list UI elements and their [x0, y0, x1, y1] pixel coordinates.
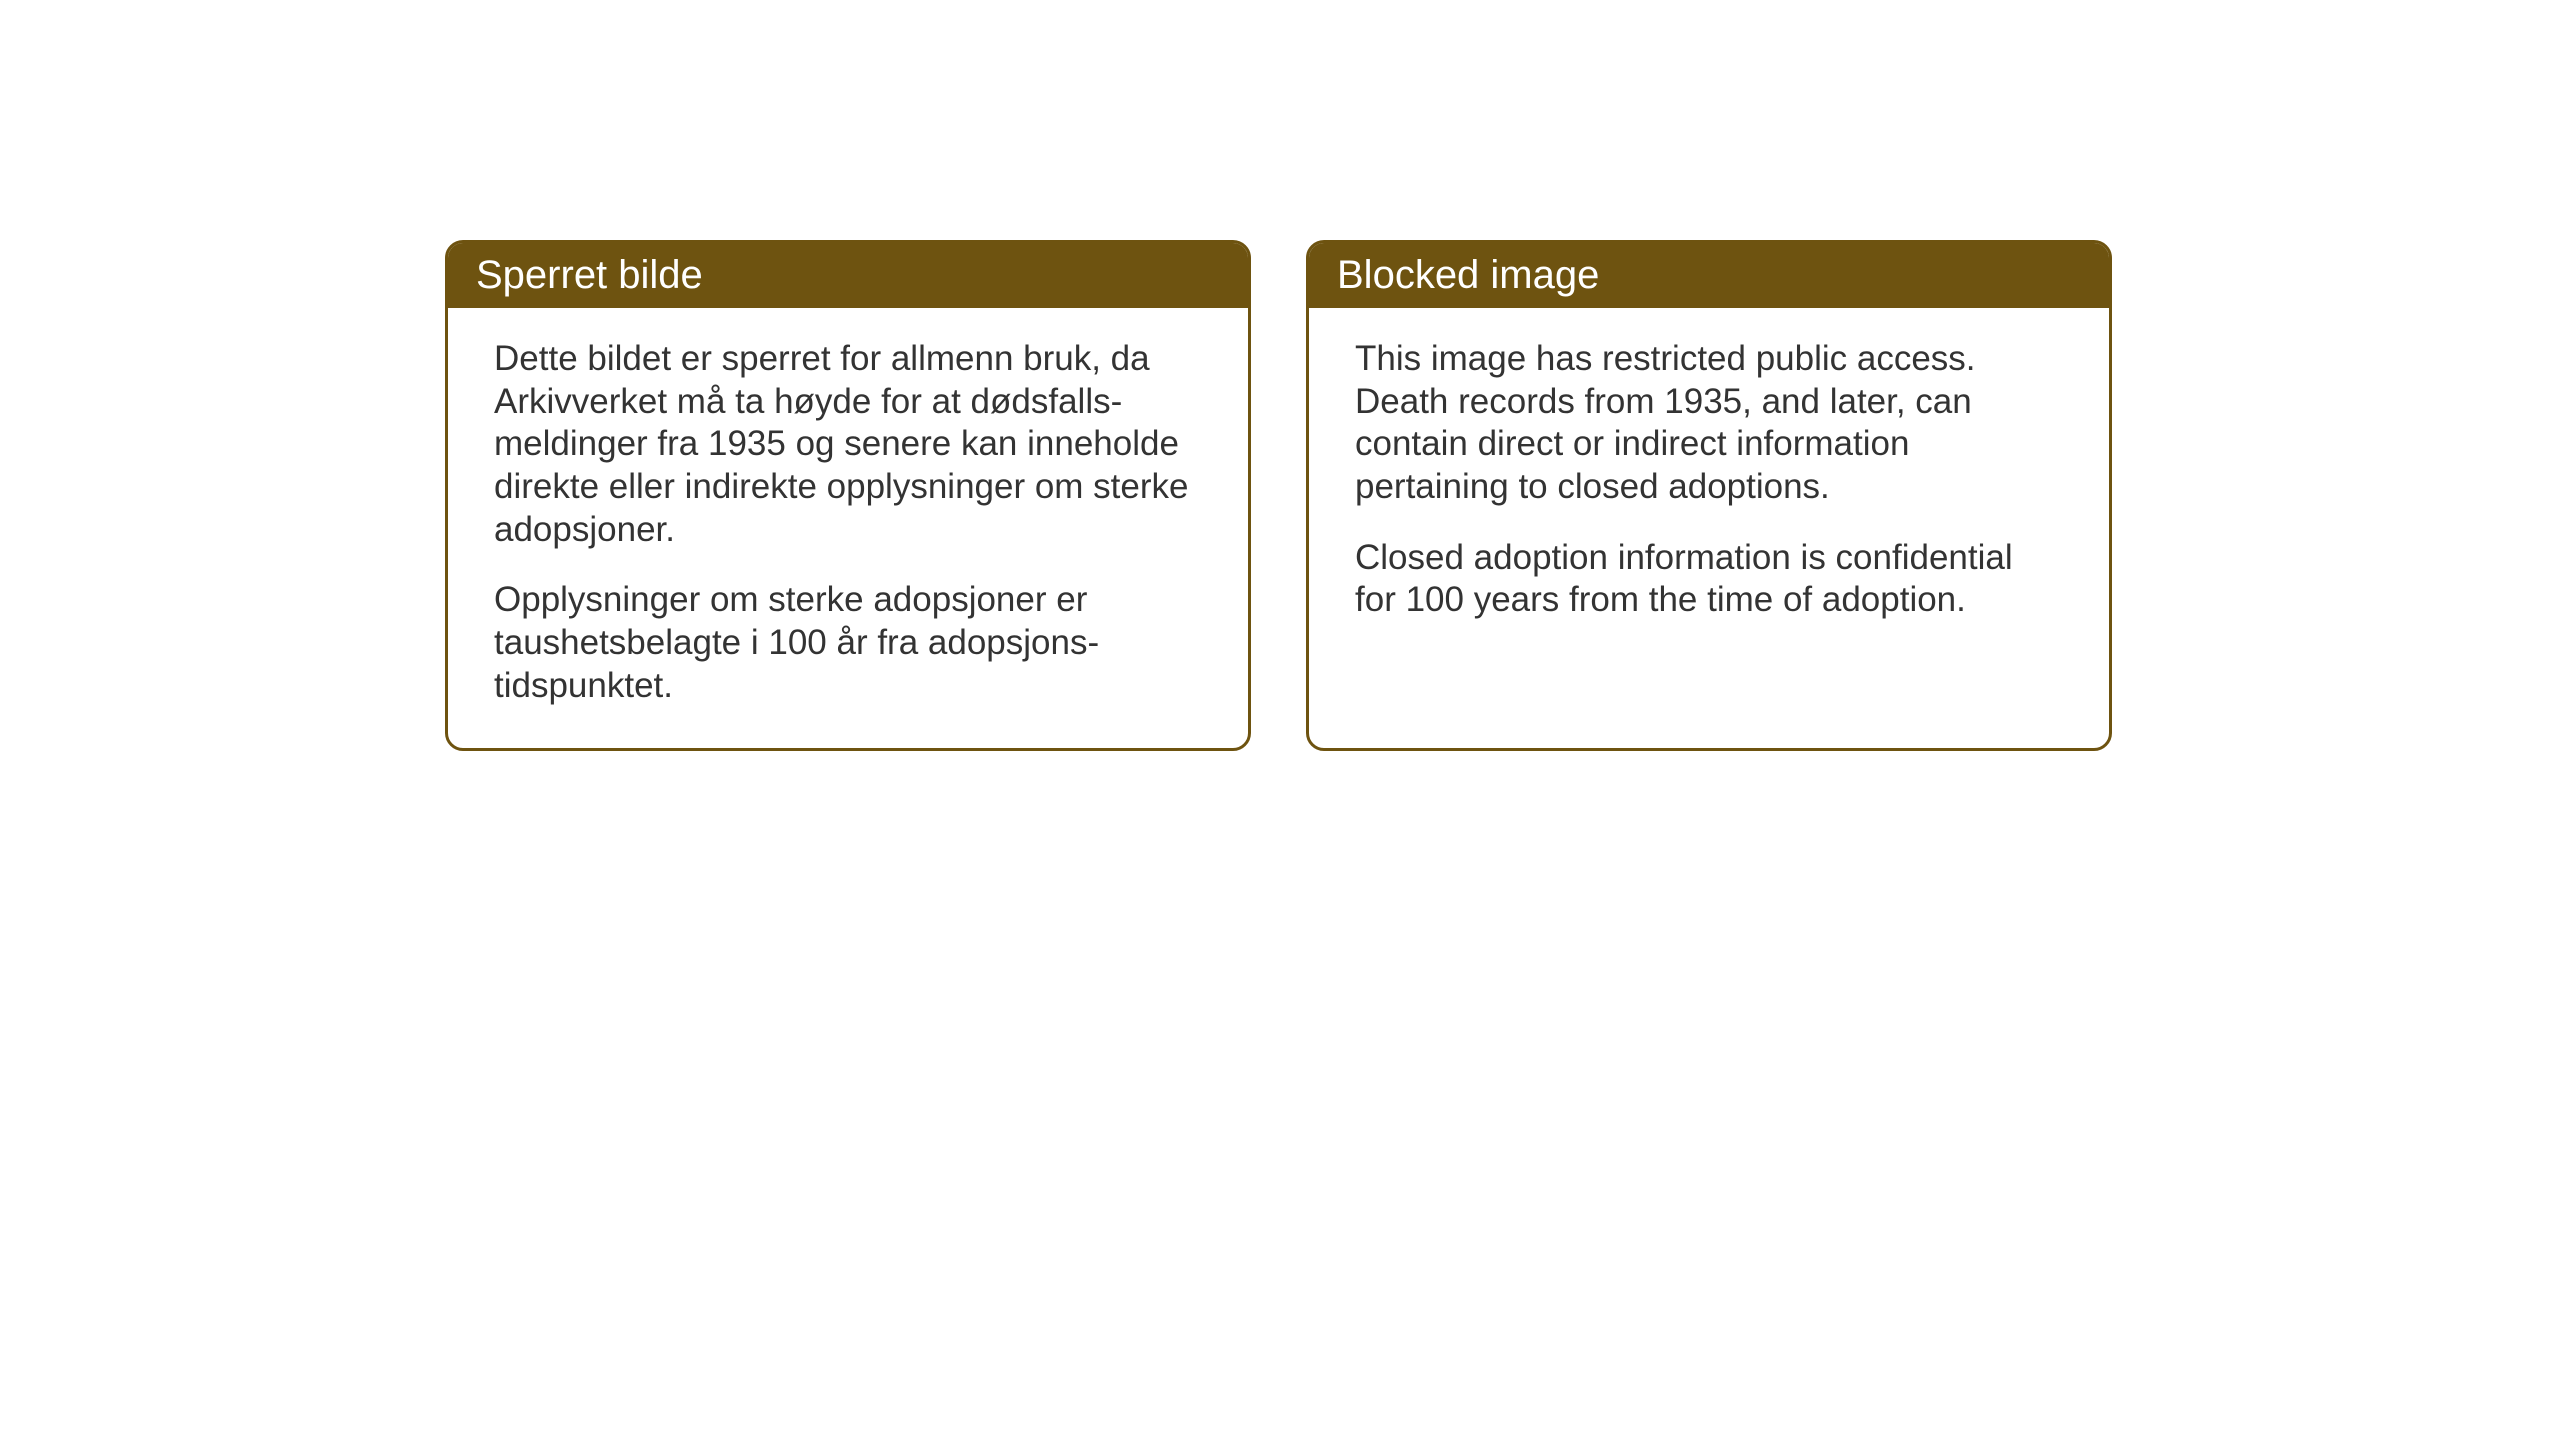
card-paragraph: Opplysninger om sterke adopsjoner er tau…: [494, 579, 1202, 707]
notice-card-norwegian: Sperret bilde Dette bildet er sperret fo…: [445, 240, 1251, 751]
notice-card-english: Blocked image This image has restricted …: [1306, 240, 2112, 751]
card-body: This image has restricted public access.…: [1309, 308, 2109, 748]
card-header: Sperret bilde: [448, 243, 1248, 308]
card-title: Blocked image: [1337, 253, 1599, 297]
card-body: Dette bildet er sperret for allmenn bruk…: [448, 308, 1248, 748]
card-title: Sperret bilde: [476, 253, 703, 297]
card-paragraph: Closed adoption information is confident…: [1355, 537, 2063, 622]
card-paragraph: This image has restricted public access.…: [1355, 338, 2063, 509]
card-header: Blocked image: [1309, 243, 2109, 308]
card-paragraph: Dette bildet er sperret for allmenn bruk…: [494, 338, 1202, 551]
notice-cards-container: Sperret bilde Dette bildet er sperret fo…: [445, 240, 2112, 751]
